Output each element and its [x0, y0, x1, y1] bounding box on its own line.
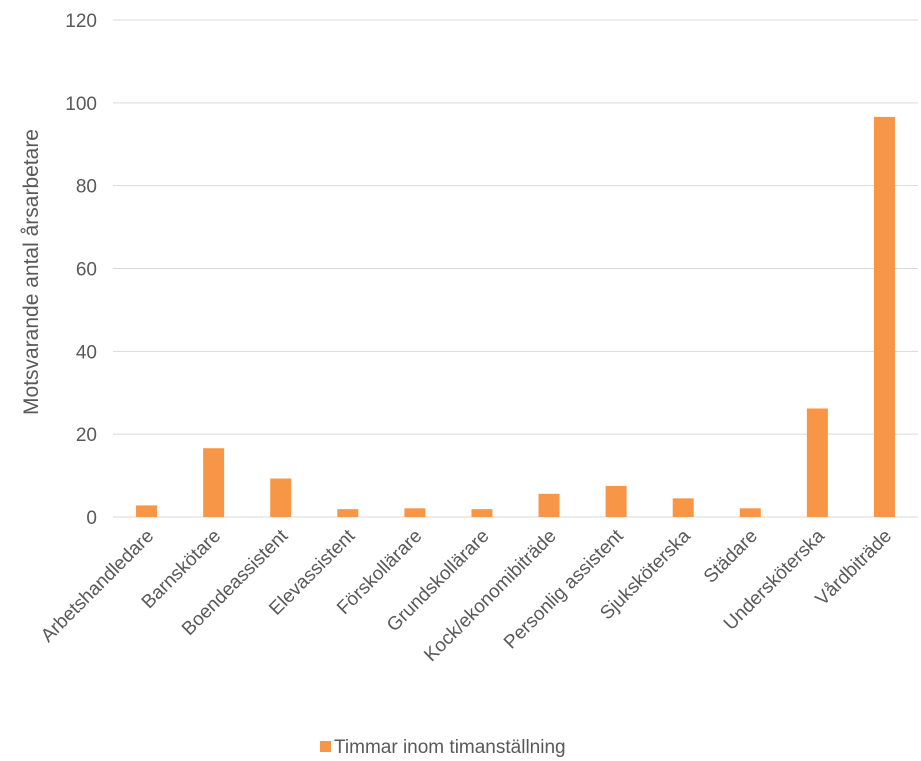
y-axis-label: Motsvarande antal årsarbetare — [20, 129, 43, 415]
y-tick-label: 60 — [76, 260, 97, 281]
y-tick-label: 80 — [76, 177, 97, 198]
x-axis-ticks: ArbetshandledareBarnskötareBoendeassiste… — [37, 525, 896, 666]
y-tick-label: 40 — [76, 342, 97, 363]
bar-10 — [739, 508, 761, 517]
bar-1 — [136, 505, 158, 517]
y-tick-label: 0 — [86, 508, 97, 529]
gridlines — [113, 19, 918, 518]
y-tick-label: 120 — [65, 11, 97, 32]
bar-7 — [538, 493, 560, 517]
legend: Timmar inom timanställning — [320, 737, 566, 758]
y-tick-label: 100 — [65, 94, 97, 115]
legend-label: Timmar inom timanställning — [334, 737, 566, 758]
bars — [136, 116, 895, 517]
bar-3 — [270, 478, 292, 517]
y-tick-label: 20 — [76, 425, 97, 446]
bar-6 — [471, 509, 493, 517]
bar-12 — [873, 116, 895, 517]
bar-2 — [203, 448, 225, 517]
bar-4 — [337, 509, 359, 517]
x-tick-label: Arbetshandledare — [37, 526, 158, 647]
bar-11 — [806, 408, 828, 517]
bar-5 — [404, 508, 426, 517]
legend-swatch — [320, 741, 331, 752]
y-axis-ticks: 0 20 40 60 80 100 120 — [65, 11, 97, 529]
x-tick-label: Personlig assistent — [500, 525, 628, 653]
bar-8 — [605, 485, 627, 517]
x-tick-label: Städare — [700, 526, 762, 588]
bar-9 — [672, 498, 694, 517]
x-tick-label: Kock/ekonomibiträde — [420, 526, 560, 666]
